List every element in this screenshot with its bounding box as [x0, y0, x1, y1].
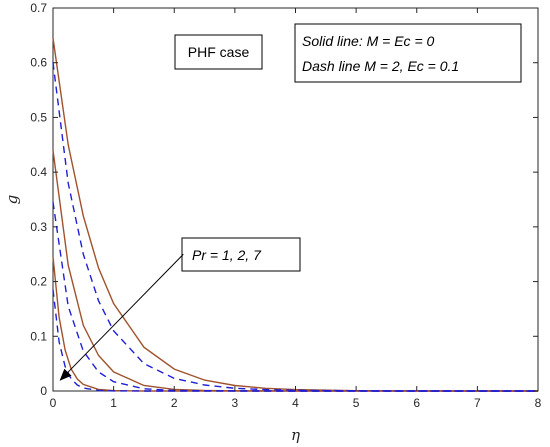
y-axis-title: g [3, 195, 21, 205]
pr-annotation: Pr = 1, 2, 7 [59, 237, 301, 381]
x-tick-label: 1 [110, 396, 117, 410]
pr-arrow [59, 253, 184, 381]
case-label-frame [174, 34, 263, 70]
x-tick-label: 2 [171, 396, 178, 410]
legend-frame [294, 23, 522, 83]
legend-solid-text: Solid line: M = Ec = 0 [302, 33, 435, 49]
x-tick-label: 3 [232, 396, 239, 410]
y-tick-label: 0 [40, 384, 47, 398]
x-tick-label: 4 [292, 396, 299, 410]
pr-annotation-text: Pr = 1, 2, 7 [192, 247, 262, 263]
pr-annotation-box [181, 237, 301, 272]
case-label: PHF case [188, 44, 250, 60]
line-style-legend: Solid line: M = Ec = 0 Dash line M = 2, … [294, 23, 522, 83]
y-tick-label: 0.2 [30, 275, 47, 289]
pr-values: = 1, 2, 7 [206, 247, 262, 263]
legend-dash-text: Dash line M = 2, Ec = 0.1 [302, 58, 459, 74]
x-tick-label: 6 [413, 396, 420, 410]
x-tick-label: 5 [353, 396, 360, 410]
y-tick-label: 0.3 [30, 220, 47, 234]
y-tick-label: 0.1 [30, 329, 47, 343]
x-tick-label: 0 [50, 396, 57, 410]
y-tick-label: 0.5 [30, 110, 47, 124]
ticks-layer: 0 1 2 3 4 5 6 7 8 0 0.1 0.2 0.3 0.4 0.5 0.6 0.7 [30, 1, 541, 410]
y-tick-label: 0.6 [30, 56, 47, 70]
x-tick-label: 7 [474, 396, 481, 410]
case-label-box: PHF case [174, 34, 263, 70]
y-tick-label: 0.4 [30, 165, 47, 179]
y-tick-label: 0.7 [30, 1, 47, 15]
pr-symbol: Pr [192, 247, 207, 263]
x-tick-label: 8 [535, 396, 542, 410]
x-axis-title: η [291, 426, 300, 444]
